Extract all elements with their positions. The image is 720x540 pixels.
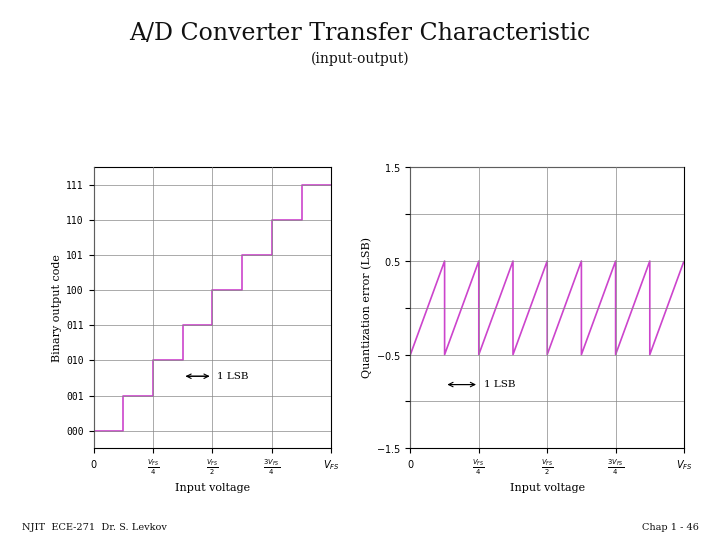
Text: (input-output): (input-output) bbox=[311, 51, 409, 66]
X-axis label: Input voltage: Input voltage bbox=[175, 483, 250, 493]
Text: Chap 1 - 46: Chap 1 - 46 bbox=[642, 523, 698, 532]
Y-axis label: Quantization error (LSB): Quantization error (LSB) bbox=[361, 237, 372, 379]
Text: 1 LSB: 1 LSB bbox=[485, 380, 516, 389]
X-axis label: Input voltage: Input voltage bbox=[510, 483, 585, 493]
Y-axis label: Binary output code: Binary output code bbox=[52, 254, 62, 362]
Text: NJIT  ECE-271  Dr. S. Levkov: NJIT ECE-271 Dr. S. Levkov bbox=[22, 523, 166, 532]
Text: A/D Converter Transfer Characteristic: A/D Converter Transfer Characteristic bbox=[130, 22, 590, 45]
Text: 1 LSB: 1 LSB bbox=[217, 372, 248, 381]
